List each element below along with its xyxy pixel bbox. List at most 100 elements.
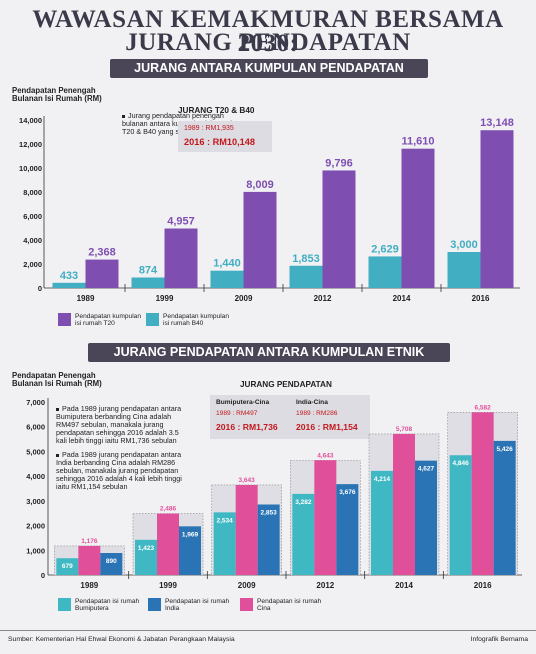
chart2-ytick: 5,000: [26, 447, 45, 456]
bar-india: [415, 460, 437, 575]
bar-cina: [471, 412, 494, 575]
bar-india: [179, 526, 201, 575]
bar-b40: [52, 282, 86, 288]
chart2-ytick: 1,000: [26, 546, 45, 555]
data-label-b40: 874: [139, 265, 158, 277]
chart1-xtick: 1989: [77, 294, 95, 303]
bar-india: [493, 440, 516, 575]
data-label-cina: 4,643: [317, 452, 334, 459]
legend-cina-swatch: [240, 598, 253, 611]
bar-cina: [393, 433, 415, 575]
data-label-india: 1,969: [182, 531, 199, 538]
gap-bumi-cina-1989: 1989 : RM497: [216, 410, 258, 417]
data-label-india: 2,853: [261, 509, 278, 516]
chart2-gap-box: Bumiputera-Cina 1989 : RM497 2016 : RM1,…: [210, 395, 370, 439]
bar-t20: [480, 130, 514, 288]
data-label-cina: 2,486: [160, 506, 177, 513]
bar-india: [257, 504, 280, 575]
footer-divider: [0, 630, 536, 631]
chart2-note1: Pada 1989 jurang pendapatan antara Bumip…: [56, 404, 182, 445]
data-label-cina: 5,708: [396, 426, 413, 433]
bullet-icon: [122, 114, 125, 118]
data-label-t20: 11,610: [401, 136, 434, 148]
bar-b40: [447, 252, 481, 288]
chart1-xtick: 2016: [472, 294, 490, 303]
gap-india-cina-1989: 1989 : RM286: [296, 410, 338, 417]
chart1-ylabel: Pendapatan Penengah Bulanan Isi Rumah (R…: [12, 86, 102, 103]
chart1-ytick: 0: [38, 284, 42, 293]
chart2-svg: 0 1,000 2,000 3,000 4,000 5,000 6,000 7,000 679…: [26, 398, 522, 590]
data-label-t20: 13,148: [480, 117, 514, 129]
bar-t20: [401, 148, 435, 288]
bar-cina: [157, 513, 179, 575]
data-label-cina: 1,176: [81, 538, 98, 545]
chart1-gap-2016: 2016 : RM10,148: [184, 137, 255, 147]
bar-bumiputera: [56, 558, 79, 575]
data-label-india: 3,676: [339, 489, 356, 496]
data-label-cina: 6,582: [475, 404, 492, 411]
data-label-b40: 2,629: [371, 243, 399, 255]
chart2-ytick: 0: [41, 571, 45, 580]
data-label-bumiputera: 2,534: [217, 517, 234, 524]
chart2-xtick: 2009: [238, 581, 256, 590]
chart2-ytick: 2,000: [26, 522, 45, 531]
chart1-ytick: 14,000: [19, 116, 42, 125]
chart2-ytick: 4,000: [26, 472, 45, 481]
chart1-ytick: 2,000: [23, 260, 42, 269]
bullet-icon: [56, 453, 59, 457]
main-title-line2: JURANG PENDAPATAN: [125, 29, 411, 56]
data-label-t20: 2,368: [88, 247, 116, 259]
bar-b40: [210, 270, 244, 288]
gap-india-cina-label: India-Cina: [296, 399, 328, 406]
data-label-bumiputera: 4,214: [374, 476, 391, 483]
data-label-b40: 1,853: [292, 253, 320, 265]
data-label-cina: 3,643: [239, 477, 256, 484]
bar-b40: [289, 265, 323, 288]
chart2-xtick: 2014: [395, 581, 413, 590]
chart1-xtick: 1999: [156, 294, 174, 303]
chart2-xtick: 2012: [316, 581, 334, 590]
chart2-note2: Pada 1989 jurang pendapatan antara India…: [56, 450, 182, 491]
chart2-xtick: 1989: [80, 581, 98, 590]
chart1-svg: 02,0004,0006,0008,00010,00012,00014,000 …: [19, 116, 520, 303]
chart1-banner: JURANG ANTARA KUMPULAN PENDAPATAN: [110, 59, 428, 78]
bar-bumiputera: [449, 455, 472, 575]
data-label-t20: 9,796: [325, 157, 353, 169]
chart1-ytick: 4,000: [23, 236, 42, 245]
gap-bumi-cina-label: Bumiputera-Cina: [216, 399, 270, 406]
data-label-b40: 433: [60, 270, 78, 282]
gap-bumi-cina-2016: 2016 : RM1,736: [216, 422, 278, 432]
main-title-line1: WAWASAN KEMAKMURAN BERSAMA 2030:: [32, 6, 504, 57]
data-label-t20: 4,957: [167, 216, 195, 228]
footer-credit: Infografik Bernama: [470, 636, 528, 643]
bar-bumiputera: [292, 493, 315, 575]
chart1-ytick: 12,000: [19, 140, 42, 149]
bar-india: [100, 553, 123, 575]
bar-b40: [131, 277, 165, 288]
legend-india-swatch: [148, 598, 161, 611]
legend-india-label: Pendapatan isi rumah India: [165, 598, 230, 612]
data-label-b40: 1,440: [213, 258, 241, 270]
bar-bumiputera: [135, 539, 157, 575]
legend-bumi-swatch: [58, 598, 71, 611]
data-label-bumiputera: 679: [62, 563, 73, 570]
bar-bumiputera: [371, 470, 393, 575]
chart2-ytick: 7,000: [26, 398, 45, 407]
chart2-gap-title: JURANG PENDAPATAN: [240, 380, 332, 389]
bullet-icon: [56, 407, 59, 411]
data-label-bumiputera: 3,282: [295, 499, 312, 506]
bar-cina: [78, 545, 101, 575]
chart1-xtick: 2014: [393, 294, 411, 303]
bar-b40: [368, 256, 402, 288]
legend-b40-swatch: [146, 313, 159, 326]
chart2-ylabel: Pendapatan Penengah Bulanan Isi Rumah (R…: [12, 371, 102, 388]
bar-bumiputera: [213, 512, 236, 575]
data-label-india: 5,426: [497, 446, 514, 453]
chart1-xtick: 2012: [314, 294, 332, 303]
chart1-ytick: 10,000: [19, 164, 42, 173]
legend-bumi-label: Pendapatan isi rumah Bumiputera: [75, 598, 140, 612]
bar-t20: [322, 170, 356, 288]
chart1-gap-title: JURANG T20 & B40: [178, 106, 255, 115]
legend-cina-label: Pendapatan isi rumah Cina: [257, 598, 322, 612]
data-label-t20: 8,009: [246, 179, 274, 191]
